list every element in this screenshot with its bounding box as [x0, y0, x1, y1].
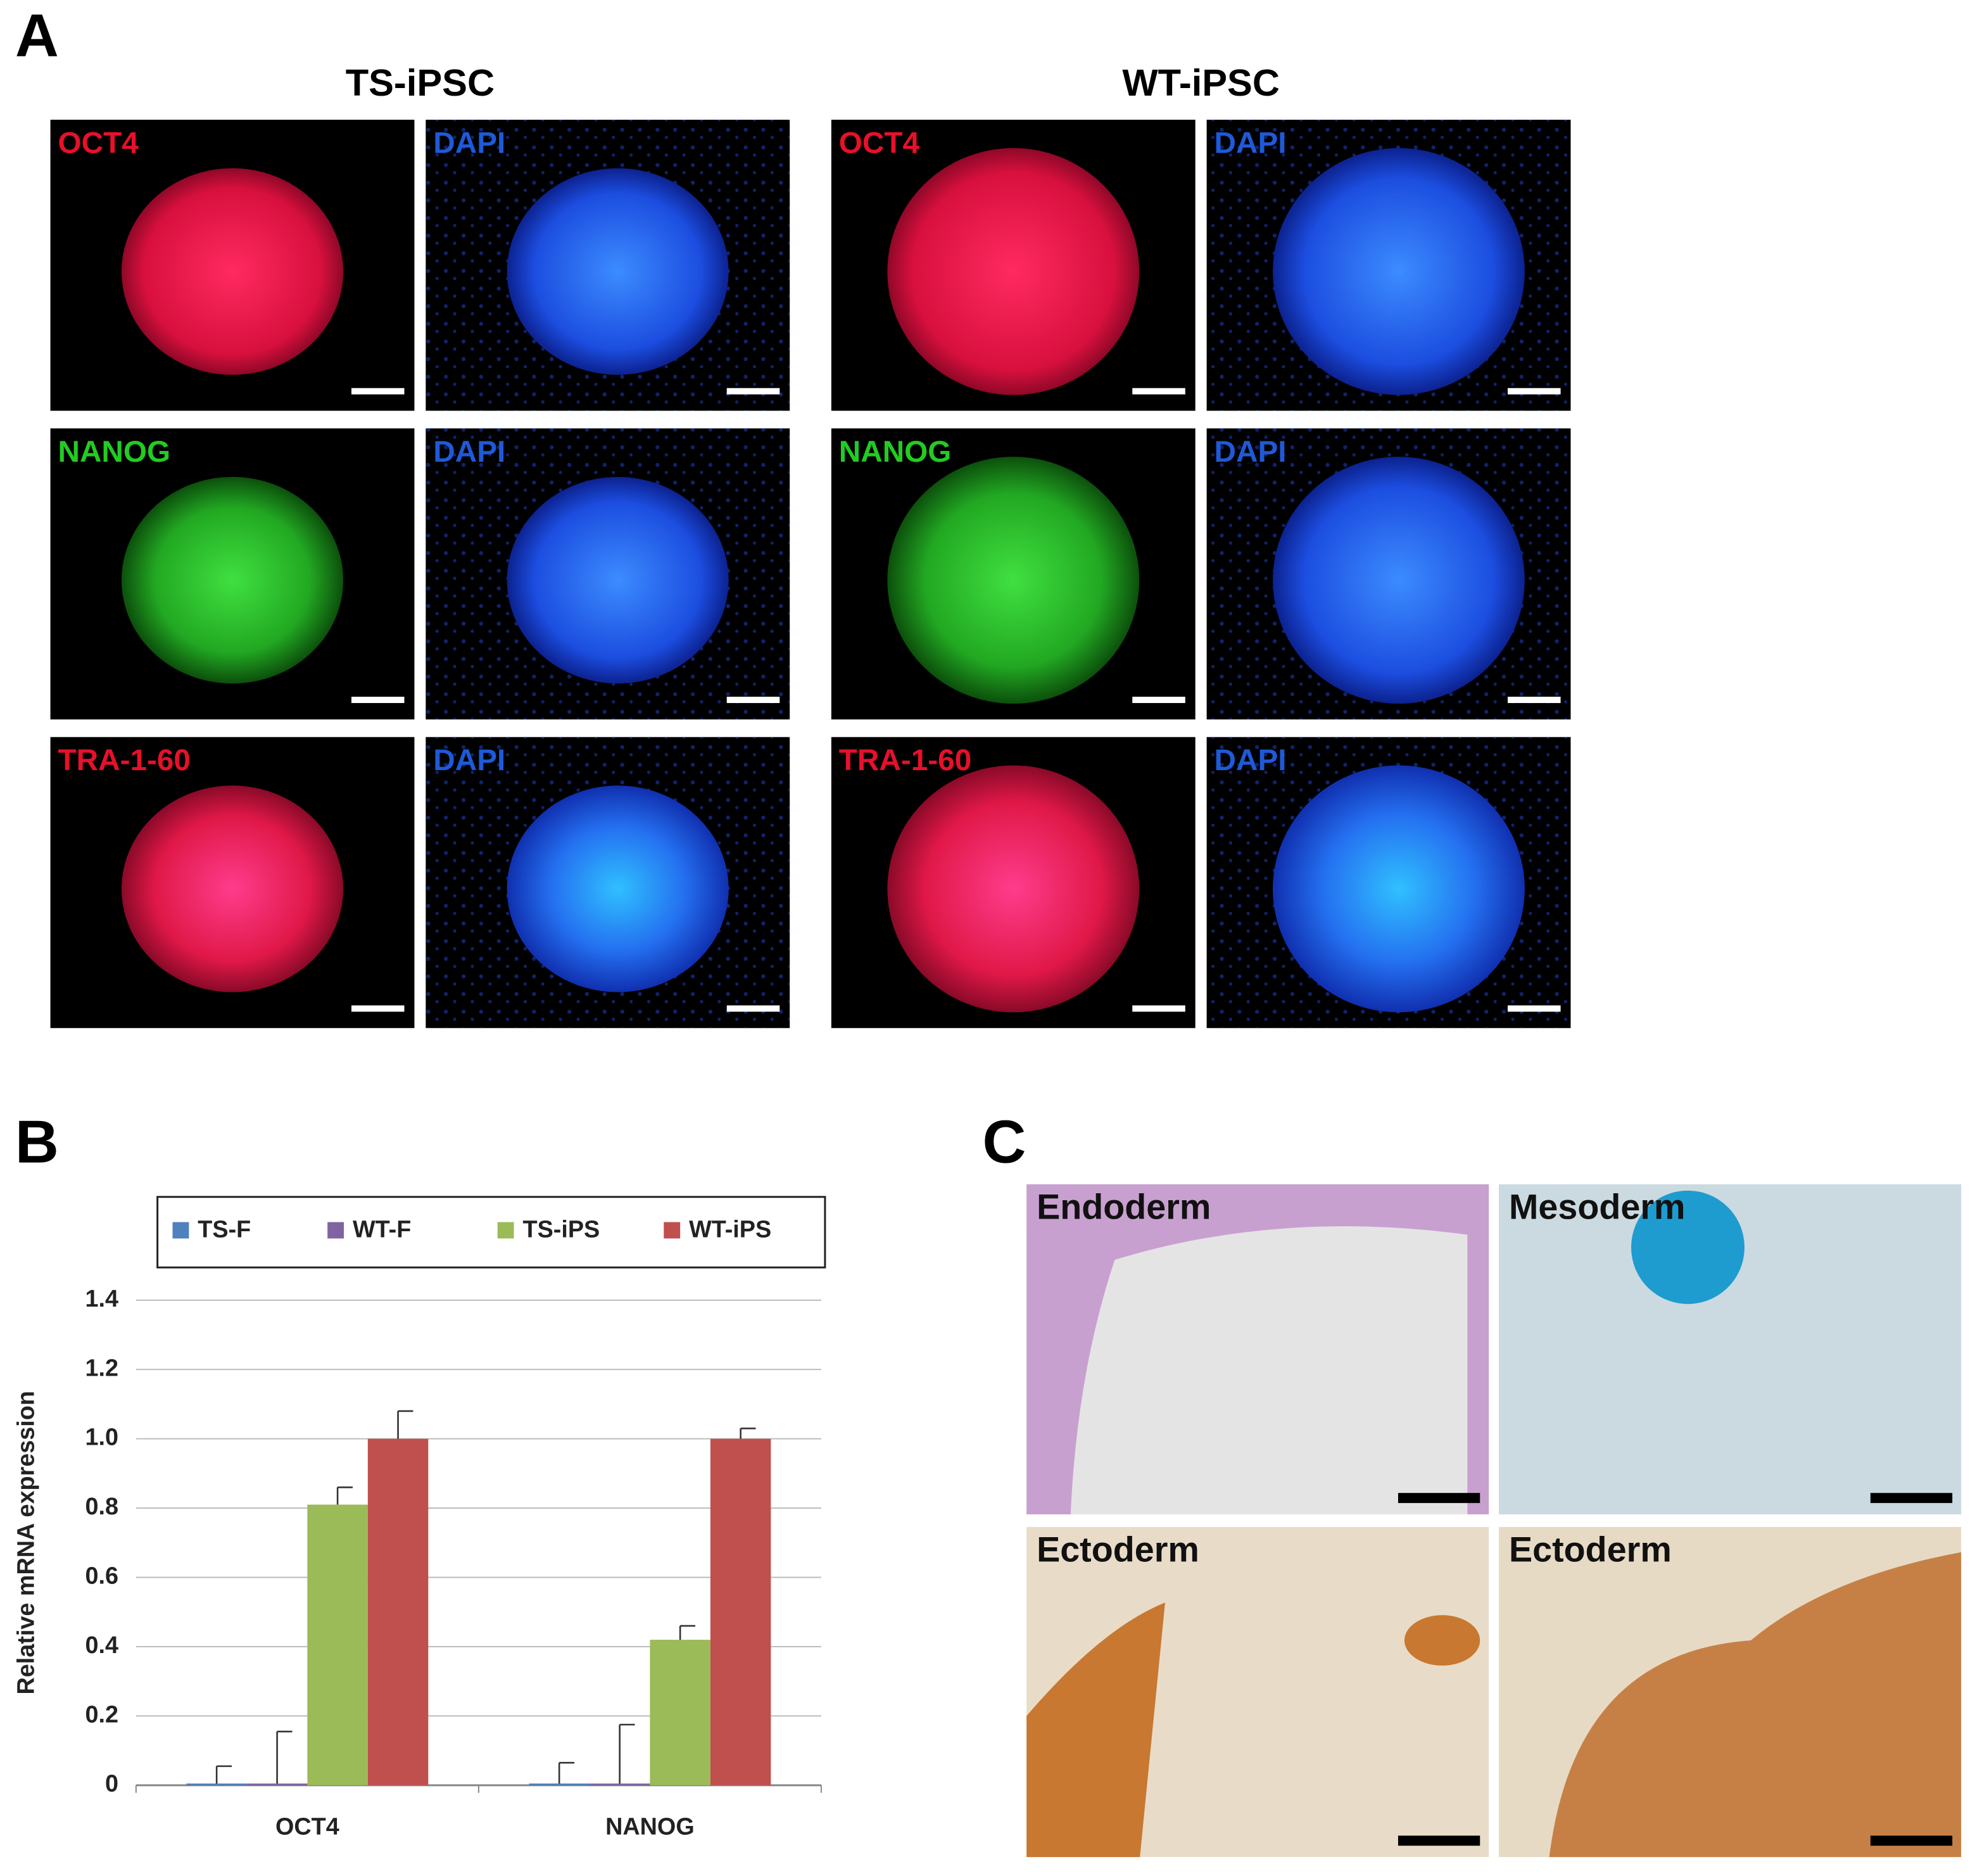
scale-bar	[1508, 697, 1561, 704]
panel-label: A	[15, 3, 59, 70]
y-tick-label: 1.4	[85, 1286, 118, 1312]
scale-bar	[1508, 1005, 1561, 1012]
colony	[1273, 765, 1525, 1013]
bar	[710, 1438, 771, 1785]
legend-box	[156, 1196, 826, 1269]
stain-label: DAPI	[1215, 744, 1287, 777]
bar	[367, 1438, 429, 1785]
legend-swatch	[664, 1222, 681, 1239]
colony	[121, 785, 344, 992]
germ-layer-label: Ectoderm	[1037, 1530, 1199, 1569]
scale-bar	[351, 388, 405, 395]
content: A B C TS-iPSC OCT4 DAPI NANOG DAPI TRA-1-60 DAPI W…	[13, 3, 1962, 1858]
tissue	[1549, 1552, 1962, 1858]
panel-label: C	[983, 1108, 1026, 1176]
error-bar	[336, 1486, 353, 1505]
bar	[650, 1639, 710, 1785]
error-bar	[679, 1625, 696, 1640]
colony	[507, 168, 729, 375]
legend-swatch	[327, 1222, 344, 1239]
colony	[887, 457, 1140, 704]
error-bar	[397, 1410, 413, 1439]
panel-label: B	[15, 1108, 59, 1176]
stain-label: OCT4	[839, 126, 920, 160]
stain-label: OCT4	[58, 126, 139, 160]
scale-bar	[726, 388, 780, 395]
colony	[507, 476, 729, 684]
colony	[887, 148, 1140, 395]
colony	[1273, 457, 1525, 704]
tissue	[1026, 1602, 1165, 1858]
legend-label: WT-iPS	[689, 1216, 771, 1243]
error-bar	[558, 1761, 575, 1784]
legend-label: TS-F	[198, 1216, 251, 1243]
error-bar	[215, 1765, 232, 1784]
cartilage	[1631, 1190, 1745, 1304]
scale-bar	[351, 697, 405, 704]
y-tick-label: 1.2	[85, 1355, 118, 1381]
tissue	[1026, 1184, 1489, 1515]
legend-label: WT-F	[353, 1216, 411, 1243]
y-tick-label: 0.2	[85, 1701, 118, 1728]
scale-bar	[1132, 697, 1185, 704]
stain-label: NANOG	[58, 435, 171, 469]
bar	[589, 1783, 650, 1785]
y-axis-label: Relative mRNA expression	[13, 1391, 40, 1694]
y-tick-label: 0.6	[85, 1562, 118, 1589]
y-tick-label: 0.8	[85, 1493, 118, 1520]
stain-label: DAPI	[1215, 435, 1287, 469]
scale-bar	[1870, 1835, 1953, 1846]
group-title: WT-iPSC	[1122, 61, 1280, 104]
legend-swatch	[172, 1222, 189, 1239]
stain-label: DAPI	[433, 744, 505, 777]
stain-label: NANOG	[839, 435, 952, 469]
legend-swatch	[497, 1222, 514, 1239]
colony	[887, 765, 1140, 1013]
y-tick-label: 0.4	[85, 1632, 118, 1659]
germ-layer-label: Ectoderm	[1509, 1530, 1672, 1569]
stain-label: TRA-1-60	[839, 744, 971, 777]
scale-bar	[1398, 1835, 1480, 1846]
scale-bar	[351, 1005, 405, 1012]
colony	[1273, 148, 1525, 395]
bar	[186, 1783, 247, 1785]
scale-bar	[1398, 1493, 1480, 1504]
legend-label: TS-iPS	[523, 1216, 600, 1243]
scale-bar	[1870, 1493, 1953, 1504]
bar	[529, 1783, 590, 1785]
colony	[507, 785, 729, 992]
error-bar	[619, 1723, 635, 1784]
error-bar	[276, 1730, 293, 1784]
x-tick-label: NANOG	[605, 1813, 695, 1840]
germ-layer-label: Endoderm	[1037, 1187, 1211, 1226]
y-tick-label: 0	[105, 1771, 118, 1797]
stain-label: DAPI	[433, 435, 505, 469]
error-bar	[740, 1427, 756, 1439]
scale-bar	[1132, 1005, 1185, 1012]
scale-bar	[1508, 388, 1561, 395]
scale-bar	[1132, 388, 1185, 395]
bar	[246, 1783, 308, 1785]
stain-label: TRA-1-60	[58, 744, 191, 777]
x-tick-label: OCT4	[275, 1813, 339, 1840]
bar	[307, 1504, 368, 1785]
scale-bar	[726, 1005, 780, 1012]
tissue	[1404, 1615, 1480, 1666]
colony	[121, 476, 344, 684]
group-title: TS-iPSC	[346, 61, 495, 104]
scale-bar	[726, 697, 780, 704]
germ-layer-label: Mesoderm	[1509, 1187, 1686, 1226]
colony	[121, 168, 344, 375]
stain-label: DAPI	[433, 126, 505, 160]
stain-label: DAPI	[1215, 126, 1287, 160]
y-tick-label: 1.0	[85, 1424, 118, 1451]
